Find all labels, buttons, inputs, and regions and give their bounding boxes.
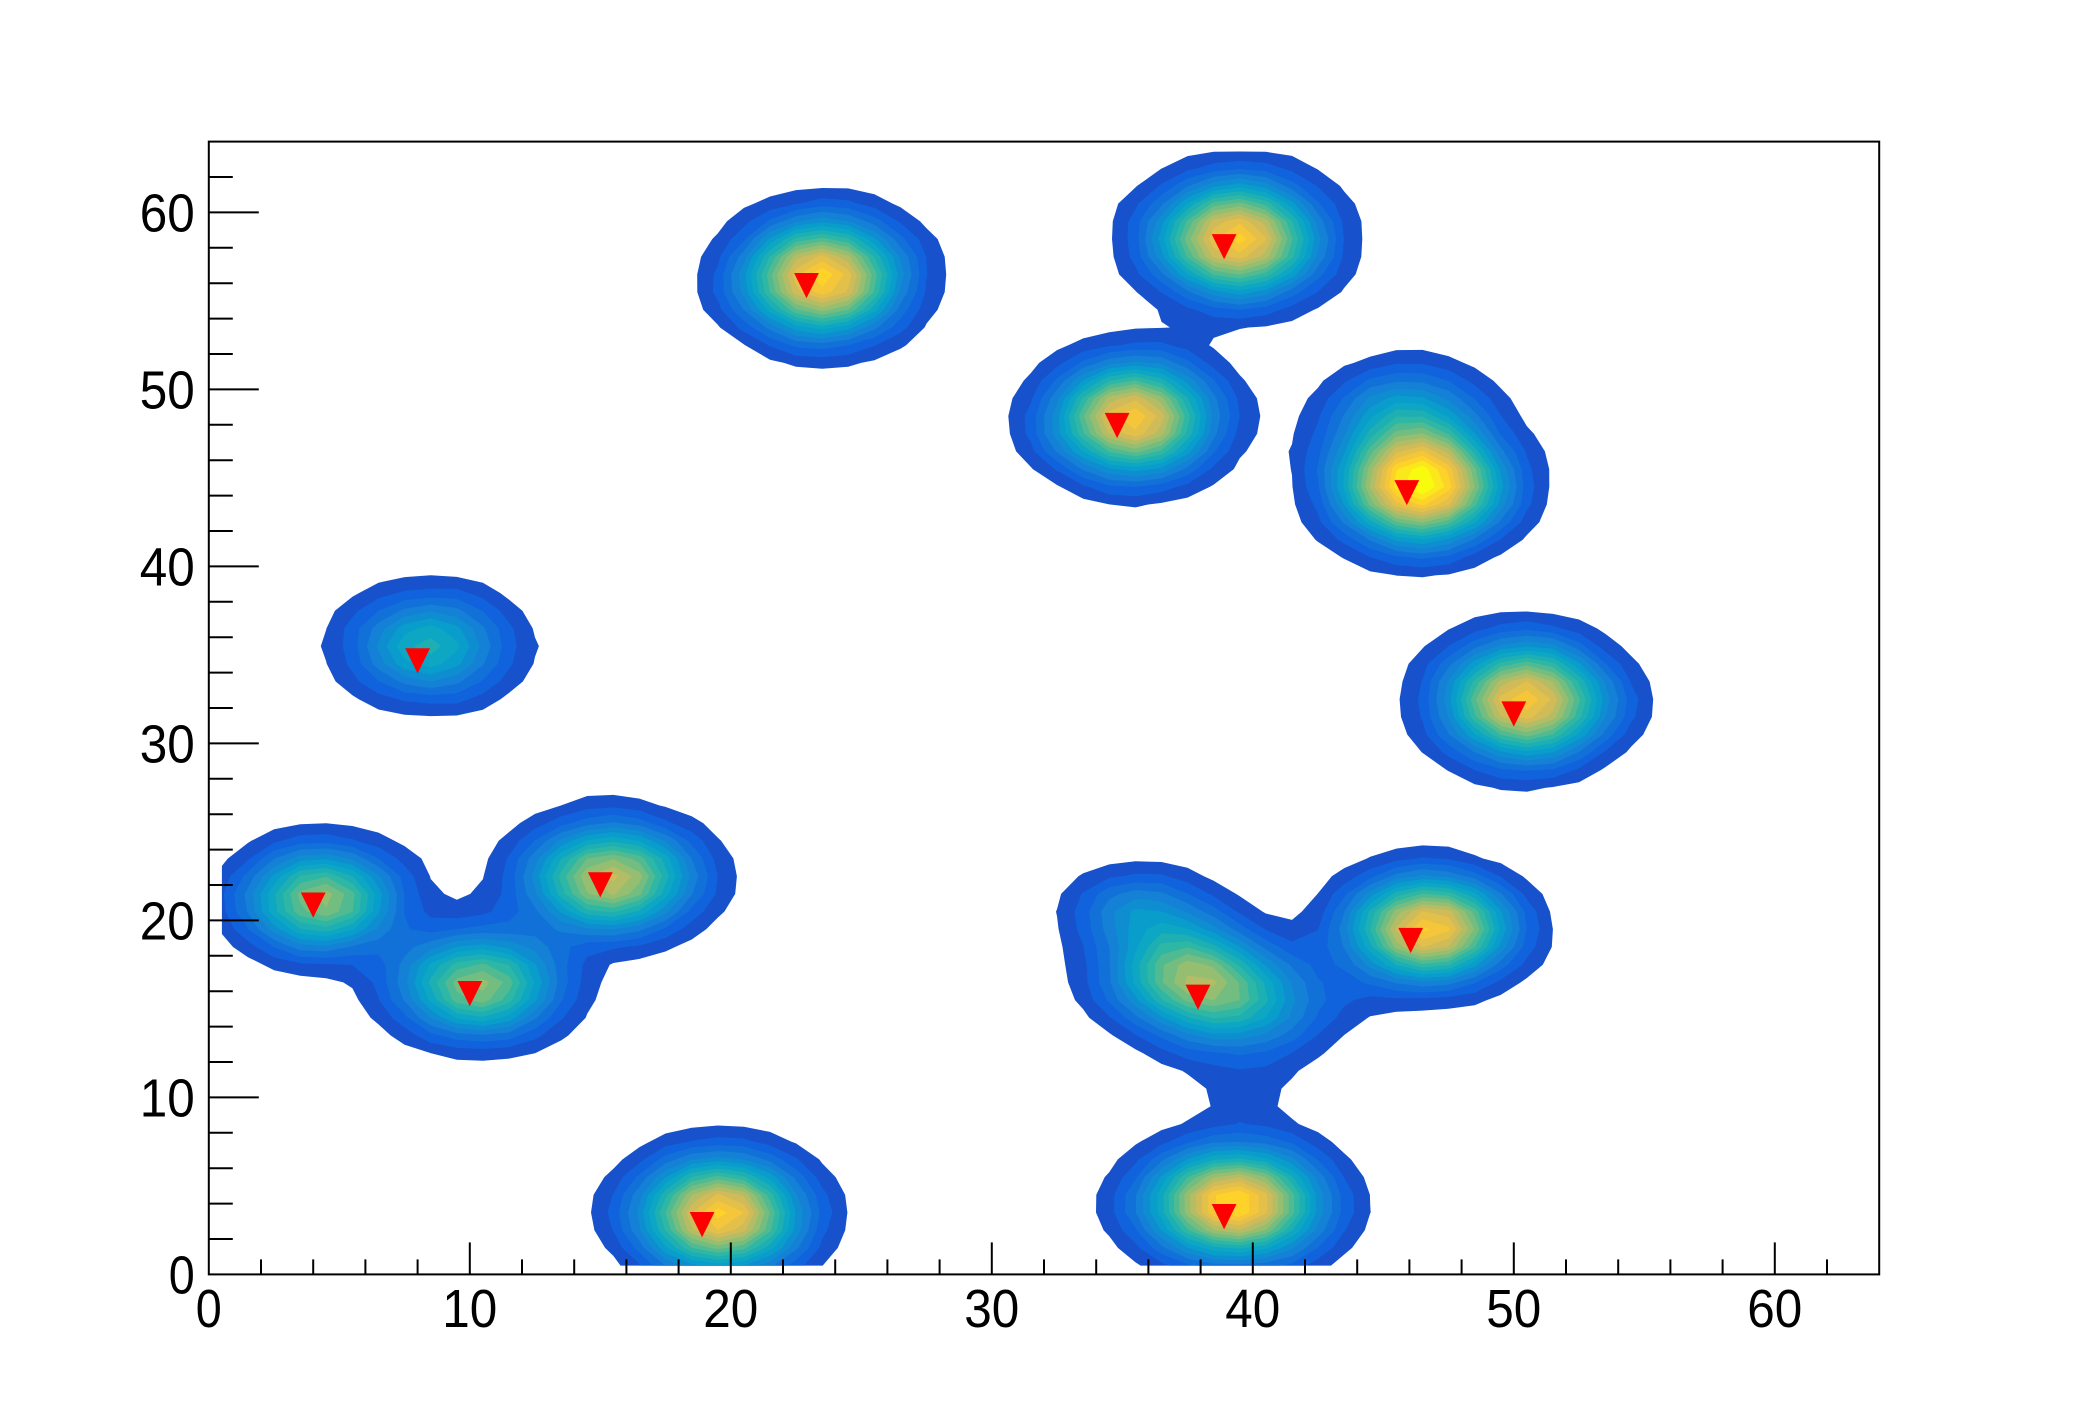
svg-text:40: 40	[140, 539, 195, 598]
svg-text:60: 60	[1747, 1280, 1802, 1339]
svg-text:30: 30	[964, 1280, 1019, 1339]
svg-text:10: 10	[442, 1280, 497, 1339]
svg-text:50: 50	[140, 362, 195, 421]
svg-text:20: 20	[703, 1280, 758, 1339]
svg-text:50: 50	[1486, 1280, 1541, 1339]
svg-text:0: 0	[196, 1280, 222, 1339]
svg-text:0: 0	[169, 1247, 195, 1306]
svg-text:60: 60	[140, 185, 195, 244]
svg-text:20: 20	[140, 893, 195, 952]
svg-text:30: 30	[140, 716, 195, 775]
svg-text:10: 10	[140, 1070, 195, 1129]
svg-text:40: 40	[1225, 1280, 1280, 1339]
